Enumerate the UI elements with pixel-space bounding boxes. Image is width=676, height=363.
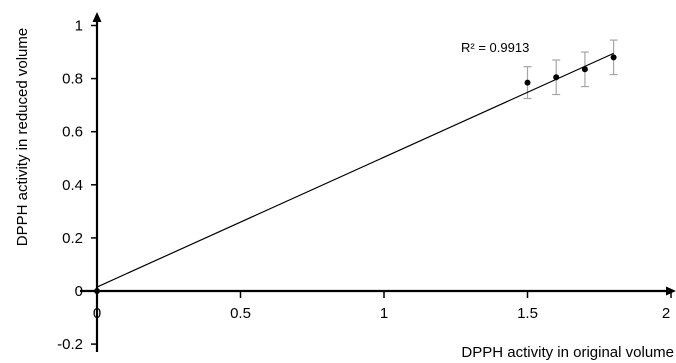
x-axis-title: DPPH activity in original volume [461,344,674,361]
y-axis-title: DPPH activity in reduced volume [14,28,31,246]
y-tick-label: 0.6 [62,124,83,141]
y-axis-arrow [92,12,102,22]
y-tick-label: 0.2 [62,230,83,247]
y-tick-label: 0.8 [62,71,83,88]
y-tick-label: 1 [75,18,83,35]
data-points [94,54,617,294]
r-squared-annotation: R² = 0.9913 [461,40,529,55]
data-point [610,54,617,61]
data-point [581,66,588,73]
y-tick-label: 0 [75,283,83,300]
y-tick-label: 0.4 [62,177,83,194]
x-tick-label: 1 [380,305,388,322]
y-ticks: -0.2 0 0.2 0.4 0.6 0.8 1 [57,18,97,353]
x-tick-label: 1.5 [517,305,538,322]
data-point [94,288,100,294]
x-ticks: 0 0.5 1 1.5 2 [93,291,672,322]
data-point [553,74,560,81]
y-tick-label: -0.2 [57,336,83,353]
data-point [524,79,531,86]
x-tick-label: 2 [662,305,670,322]
x-tick-label: 0 [93,305,101,322]
error-bars [523,39,618,100]
x-tick-label: 0.5 [230,305,251,322]
trendline [96,52,614,288]
